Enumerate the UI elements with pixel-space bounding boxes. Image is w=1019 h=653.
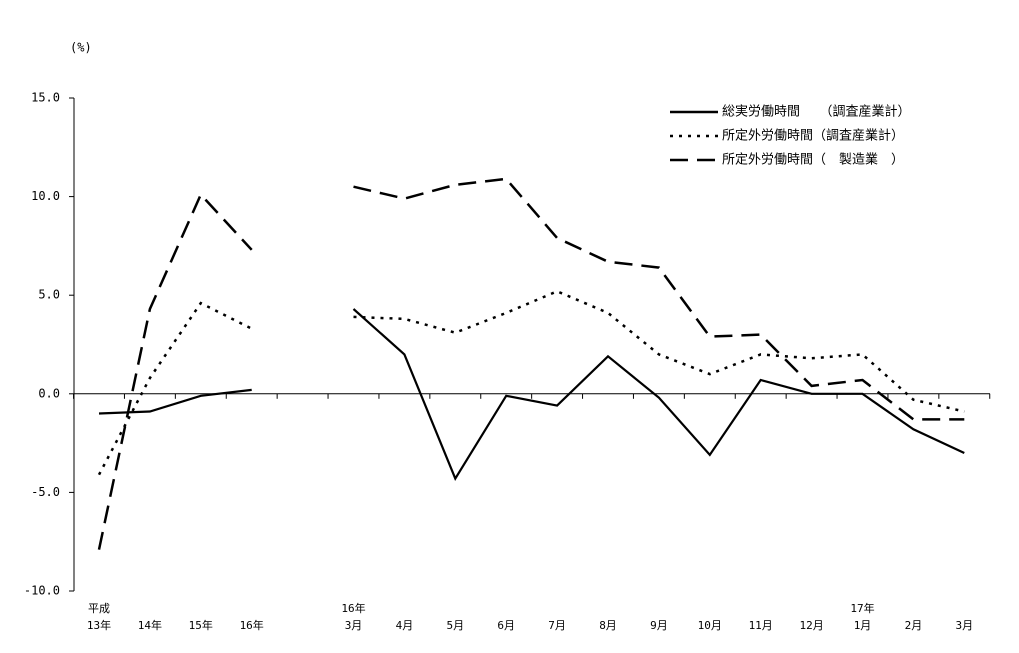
y-tick-label: 5.0 — [38, 288, 60, 302]
y-tick-label: 10.0 — [31, 189, 60, 203]
x-tick-label: 3月 — [345, 619, 363, 632]
x-tick-label: 7月 — [548, 619, 566, 632]
x-tick-label: 9月 — [650, 619, 668, 632]
y-tick-label: 15.0 — [31, 91, 60, 105]
y-axis-unit: (%) — [70, 41, 92, 55]
x-tick-label: 4月 — [396, 619, 414, 632]
x-tick-label: 6月 — [497, 619, 515, 632]
x-tick-label: 2月 — [905, 619, 923, 632]
x-tick-label: 平成 — [88, 602, 110, 615]
x-tick-label: 5月 — [446, 619, 464, 632]
x-tick-label: 10月 — [698, 619, 722, 632]
legend-label: 総実労働時間 （調査産業計） — [722, 104, 911, 120]
x-tick-label: 16年 — [341, 601, 365, 615]
x-tick-label: 15年 — [189, 618, 213, 632]
series-line — [97, 177, 965, 550]
y-tick-label: 0.0 — [38, 386, 60, 400]
x-tick-label: 8月 — [599, 619, 617, 632]
y-tick-label: -10.0 — [24, 584, 60, 598]
x-tick-label: 14年 — [138, 618, 162, 632]
legend-label: 所定外労働時間（ 製造業 ） — [722, 152, 904, 168]
x-tick-label: 13年 — [87, 618, 111, 632]
x-tick-label: 1月 — [854, 619, 872, 632]
x-tick-label: 3月 — [955, 619, 973, 632]
y-tick-label: -5.0 — [31, 485, 60, 499]
series-line — [98, 308, 965, 482]
x-tick-label: 17年 — [850, 601, 874, 615]
legend-label: 所定外労働時間（調査産業計） — [722, 128, 904, 144]
x-tick-label: 12月 — [799, 619, 823, 632]
x-tick-label: 16年 — [240, 618, 264, 632]
x-tick-label: 11月 — [749, 619, 773, 632]
